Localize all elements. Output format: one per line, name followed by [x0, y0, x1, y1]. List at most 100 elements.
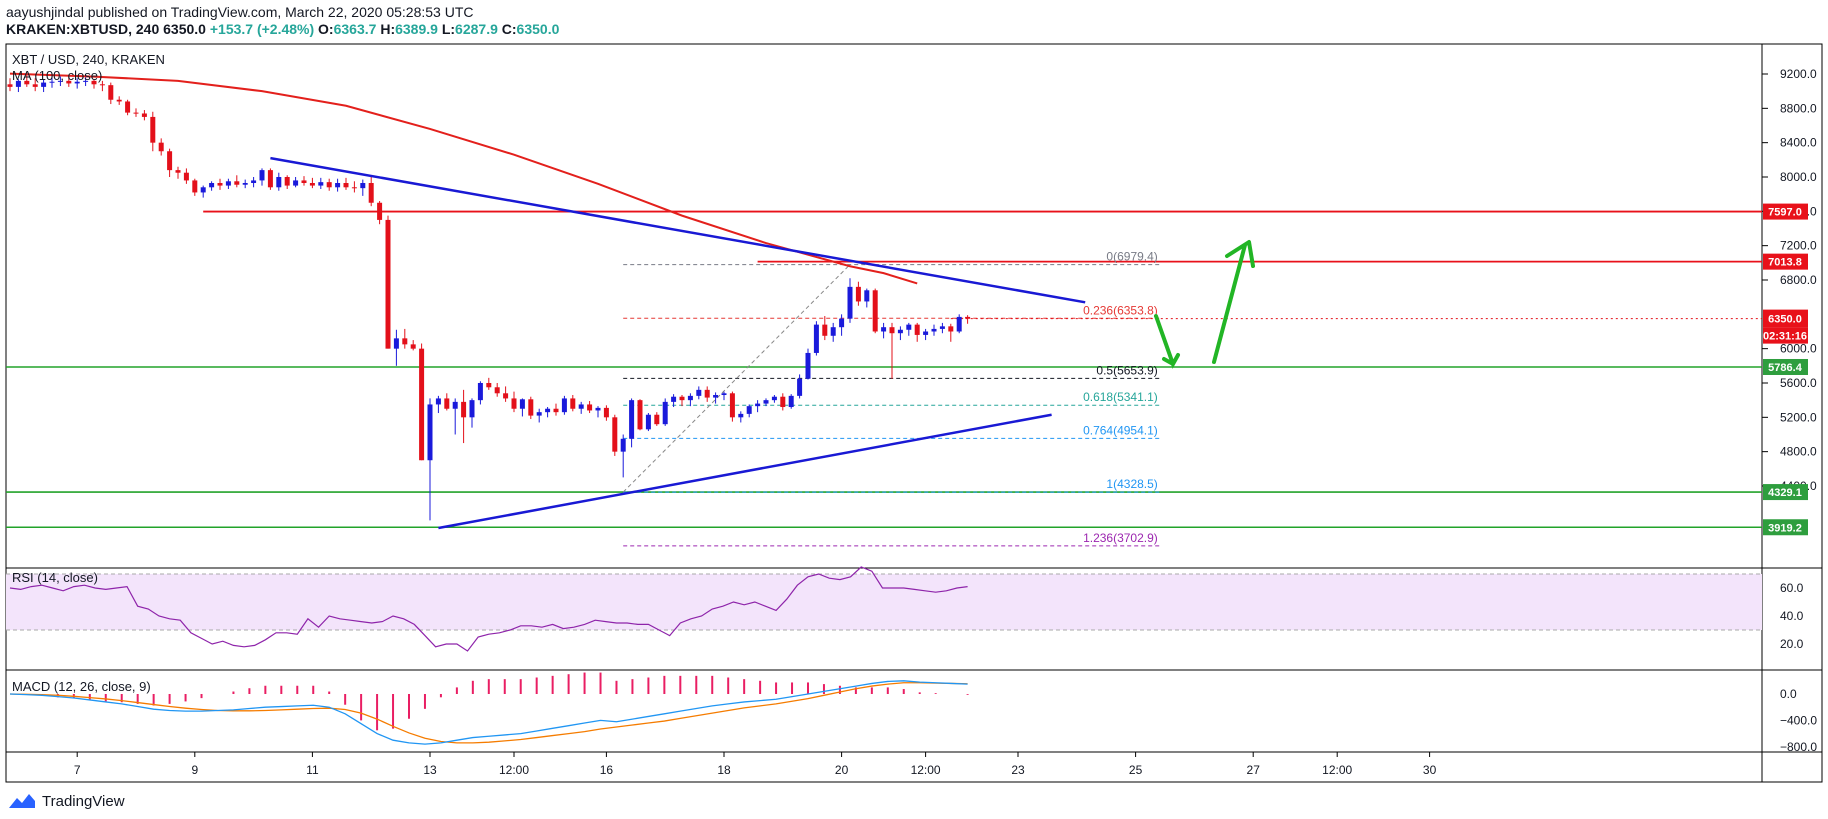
candle-body — [141, 113, 147, 117]
candle-body — [461, 401, 467, 418]
rsi-tick-label: 60.0 — [1780, 581, 1804, 595]
candle-body — [662, 401, 668, 425]
ohlc-close-label: C: — [501, 21, 517, 37]
chart-title: XBT / USD, 240, KRAKEN — [12, 52, 165, 67]
candle-body — [486, 382, 492, 388]
candle-body — [91, 80, 97, 85]
resistance-price-tag — [1763, 253, 1808, 270]
trendline — [438, 413, 1052, 530]
candle-body — [402, 338, 408, 345]
countdown-tag — [1763, 327, 1808, 344]
time-tick-label: 12:00 — [1322, 763, 1352, 777]
time-tick-label: 27 — [1247, 763, 1261, 777]
candle-body — [612, 417, 618, 452]
price-tick-label: 5600.0 — [1780, 376, 1817, 390]
time-tick-label: 20 — [835, 763, 849, 777]
candle-body — [923, 331, 929, 335]
candle-body — [746, 406, 752, 414]
candle-body — [385, 219, 391, 349]
candle-body — [847, 286, 853, 319]
candle-body — [217, 183, 223, 186]
candle-body — [259, 170, 265, 181]
candle-body — [553, 408, 559, 413]
ma-label: MA (100, close) — [12, 68, 102, 83]
price-change: +153.7 (+2.48%) — [209, 21, 315, 37]
candle-body — [41, 82, 47, 87]
candle-body — [729, 393, 735, 418]
candle-body — [150, 116, 156, 143]
macd-label: MACD (12, 26, close, 9) — [12, 679, 151, 694]
price-tick-label: 8400.0 — [1780, 136, 1817, 150]
candle-body — [251, 180, 257, 184]
candle-body — [755, 403, 761, 407]
candle-body — [108, 85, 114, 100]
candle-body — [242, 183, 248, 185]
candle-body — [368, 183, 374, 203]
time-tick-label: 25 — [1129, 763, 1143, 777]
candle-body — [788, 395, 794, 408]
price-tick-label: 4800.0 — [1780, 445, 1817, 459]
candle-body — [931, 328, 937, 332]
candle-body — [32, 84, 38, 87]
candle-body — [267, 170, 273, 188]
trendline — [270, 156, 1086, 304]
candle-body — [225, 181, 231, 186]
candle-body — [872, 290, 878, 332]
price-chart[interactable]: 0(6979.4) 0.236(6353.8) 0.5(5653.9) 0.618(5… — [0, 0, 1828, 790]
support-price-tag — [1763, 484, 1808, 501]
support-price-label: 3919.2 — [1768, 522, 1802, 534]
support-price-label: 4329.1 — [1768, 487, 1802, 499]
candle-body — [234, 181, 240, 185]
ohlc-close: 6350.0 — [516, 21, 560, 37]
candle-body — [435, 398, 441, 405]
candle-body — [603, 407, 609, 418]
candle-body — [452, 401, 458, 409]
time-tick-label: 12:00 — [911, 763, 941, 777]
candle-body — [116, 99, 122, 102]
candle-body — [74, 81, 80, 84]
fib-level-label: 0.5(5653.9) — [1096, 363, 1157, 377]
fib-level-label: 0.764(4954.1) — [1083, 423, 1158, 437]
candle-body — [687, 395, 693, 401]
candle-body — [360, 183, 366, 189]
ohlc-open: 6363.7 — [333, 21, 377, 37]
candle-body — [175, 170, 181, 173]
macd-signal-line — [9, 682, 968, 744]
support-price-tag — [1763, 358, 1808, 375]
candle-body — [545, 408, 551, 413]
candle-body — [797, 378, 803, 396]
candle-body — [679, 396, 685, 401]
publisher-line: aayushjindal published on TradingView.co… — [6, 4, 474, 20]
candle-body — [7, 84, 13, 87]
candle-body — [629, 400, 635, 439]
candle-body — [948, 326, 954, 332]
rsi-line — [9, 566, 968, 652]
arrow-up-icon — [1212, 240, 1255, 364]
footer[interactable]: TradingView — [8, 792, 125, 810]
footer-brand: TradingView — [42, 792, 125, 810]
ohlc-low-label: L: — [441, 21, 456, 37]
candle-body — [318, 182, 324, 186]
candle-body — [578, 404, 584, 409]
price-tick-label: 9200.0 — [1780, 67, 1817, 81]
candle-body — [133, 112, 139, 114]
price-tick-label: 8800.0 — [1780, 101, 1817, 115]
candle-body — [511, 398, 517, 409]
candle-body — [822, 324, 828, 336]
time-tick-label: 23 — [1011, 763, 1025, 777]
rsi-tick-label: 20.0 — [1780, 637, 1804, 651]
ohlc-high: 6389.9 — [395, 21, 438, 37]
candle-body — [503, 393, 509, 399]
fib-level-label: 1(4328.5) — [1106, 477, 1157, 491]
candle-body — [209, 183, 215, 188]
last-price-tag — [1763, 309, 1808, 328]
price-tick-label: 5200.0 — [1780, 410, 1817, 424]
candle-body — [939, 326, 945, 329]
candle-body — [956, 316, 962, 332]
candle-body — [276, 176, 282, 188]
fib-anchor-line — [622, 264, 851, 493]
candle-body — [309, 183, 315, 186]
countdown-label: 02:31:16 — [1763, 331, 1807, 343]
tradingview-logo-icon — [9, 794, 35, 808]
candle-body — [587, 404, 593, 411]
